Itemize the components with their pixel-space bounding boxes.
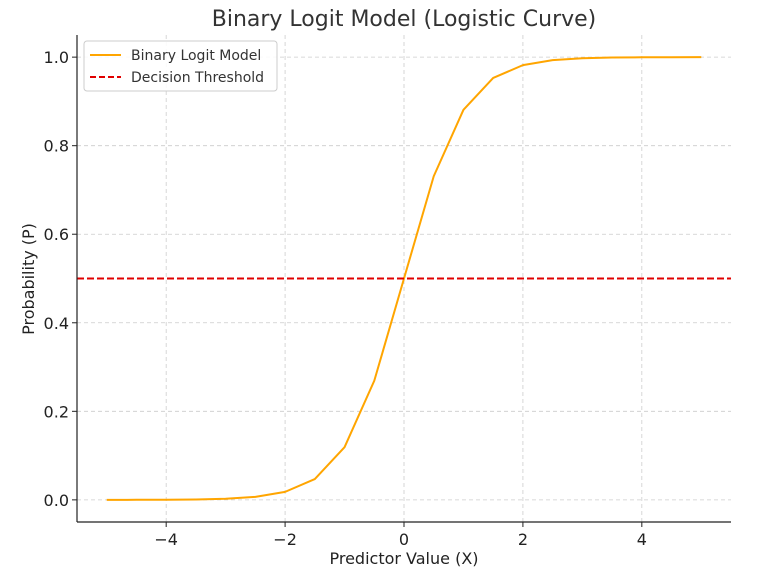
x-tick-label: 0 [399,530,409,549]
x-tick-label: −2 [273,530,297,549]
legend: Binary Logit Model Decision Threshold [83,40,278,92]
x-tick-label: 2 [518,530,528,549]
y-tick-label: 1.0 [44,48,69,67]
y-tick-label: 0.6 [44,225,69,244]
ticks: −4 −2 0 2 4 0.0 0.2 0.4 0.6 0.8 1.0 [44,48,647,549]
x-tick-label: −4 [154,530,178,549]
x-axis-label: Predictor Value (X) [329,549,478,568]
x-tick-label: 4 [637,530,647,549]
y-tick-label: 0.0 [44,491,69,510]
legend-box [83,40,278,92]
chart-title: Binary Logit Model (Logistic Curve) [212,7,597,32]
legend-label-logit: Binary Logit Model [131,48,261,64]
y-tick-label: 0.4 [44,314,69,333]
legend-label-threshold: Decision Threshold [131,70,264,86]
y-axis-label: Probability (P) [19,223,38,335]
y-tick-label: 0.8 [44,137,69,156]
series-layer [77,56,731,501]
y-tick-label: 0.2 [44,402,69,421]
